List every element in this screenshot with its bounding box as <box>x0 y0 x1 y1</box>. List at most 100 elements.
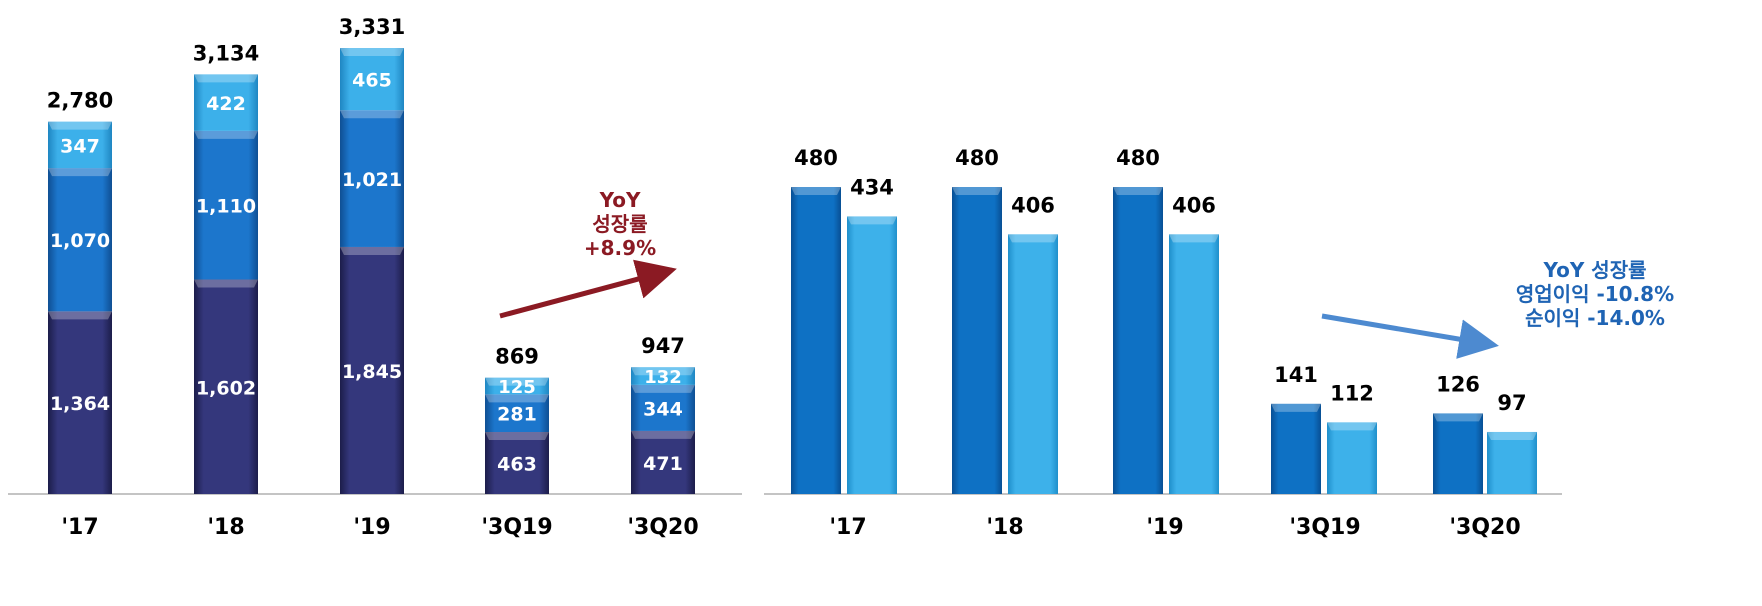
grouped-bar-bevel <box>952 187 1002 195</box>
stack-segment-bevel <box>48 168 112 177</box>
grouped-bar <box>1433 413 1483 494</box>
left-annotation-line: +8.9% <box>583 236 657 260</box>
bar-value-label: 112 <box>1330 381 1374 405</box>
segment-value-label: 1,021 <box>342 169 402 191</box>
stack-segment-bevel <box>48 311 112 320</box>
segment-value-label: 471 <box>643 453 683 475</box>
grouped-bar-bevel <box>791 187 841 195</box>
x-tick-label: '17 <box>61 515 98 540</box>
left-annotation-line: 성장률 <box>592 212 648 236</box>
segment-value-label: 1,845 <box>342 361 402 383</box>
segment-value-label: 125 <box>498 377 536 398</box>
grouped-bar <box>952 187 1002 494</box>
x-tick-label: '19 <box>353 515 390 540</box>
left-stacked-bar-chart: 1,364 1,070 347 2,780 '17 1,602 1,110 422 3,134 '… <box>8 15 742 540</box>
grouped-bar <box>1008 234 1058 494</box>
grouped-bar-bevel <box>1433 413 1483 422</box>
segment-value-label: 281 <box>497 404 537 426</box>
right-grouped-bar-chart: 480 434 '17 480 406 '18 480 406 '19 141 112 '3Q19 12… <box>764 146 1562 540</box>
bar-value-label: 406 <box>1011 193 1055 217</box>
stack-segment <box>48 121 112 169</box>
stack-segment-bevel <box>48 121 112 130</box>
segment-value-label: 1,602 <box>196 377 256 399</box>
x-tick-label: '19 <box>1146 515 1183 540</box>
bar-value-label: 141 <box>1274 363 1318 387</box>
stack-segment-bevel <box>340 48 404 56</box>
stack-segment-bevel <box>485 394 549 403</box>
stack-segment-bevel <box>631 384 695 393</box>
segment-value-label: 465 <box>352 70 392 92</box>
bar-value-label: 406 <box>1172 193 1216 217</box>
right-annotation-line: 순이익 -14.0% <box>1525 306 1665 330</box>
stack-segment <box>194 74 258 131</box>
total-value-label: 947 <box>641 334 685 358</box>
stack-segment-bevel <box>340 246 404 255</box>
stack-segment <box>485 432 549 494</box>
grouped-bar <box>791 187 841 494</box>
x-tick-label: '3Q20 <box>627 515 698 540</box>
segment-value-label: 132 <box>644 367 682 388</box>
stack-segment <box>631 367 695 385</box>
grouped-bar-bevel <box>1008 234 1058 243</box>
grouped-bar <box>1487 431 1537 494</box>
right-yoy-arrow <box>1321 313 1499 359</box>
x-tick-label: '18 <box>986 515 1023 540</box>
stack-segment <box>48 311 112 494</box>
bar-value-label: 434 <box>850 175 894 199</box>
segment-value-label: 344 <box>643 398 683 420</box>
stack-segment <box>340 48 404 111</box>
stack-segment-bevel <box>631 367 695 376</box>
grouped-bar <box>1169 234 1219 494</box>
grouped-bar-bevel <box>1487 431 1537 440</box>
stack-segment <box>631 430 695 494</box>
segment-value-label: 1,364 <box>50 393 110 415</box>
grouped-bar-bevel <box>1271 403 1321 412</box>
stack-segment <box>194 130 258 280</box>
grouped-bar-bevel <box>847 216 897 225</box>
total-value-label: 3,134 <box>193 41 259 65</box>
stack-segment <box>485 394 549 433</box>
segment-value-label: 347 <box>60 135 100 157</box>
stack-segment-bevel <box>194 130 258 139</box>
stack-segment <box>194 279 258 494</box>
grouped-bar <box>847 216 897 494</box>
stack-segment <box>340 246 404 494</box>
bar-value-label: 480 <box>955 146 999 170</box>
total-value-label: 3,331 <box>339 15 405 39</box>
bar-value-label: 480 <box>1116 146 1160 170</box>
stack-segment <box>631 384 695 431</box>
right-annotation-line: YoY 성장률 <box>1543 258 1647 282</box>
right-yoy-annotation: YoY 성장률 영업이익 -10.8% 순이익 -14.0% <box>1480 258 1710 330</box>
grouped-bar-bevel <box>1113 187 1163 195</box>
x-tick-label: '3Q19 <box>481 515 552 540</box>
x-tick-label: '18 <box>207 515 244 540</box>
stack-segment-bevel <box>485 377 549 386</box>
total-value-label: 869 <box>495 345 539 369</box>
stack-segment-bevel <box>194 279 258 288</box>
x-tick-label: '3Q19 <box>1289 515 1360 540</box>
left-yoy-annotation: YoY 성장률 +8.9% <box>560 188 680 260</box>
stack-segment <box>340 110 404 247</box>
grouped-bar-bevel <box>1327 422 1377 431</box>
stack-segment-bevel <box>340 110 404 119</box>
x-tick-label: '3Q20 <box>1449 515 1520 540</box>
bar-value-label: 97 <box>1497 391 1526 415</box>
bar-value-label: 126 <box>1436 372 1480 396</box>
stack-segment <box>48 168 112 312</box>
segment-value-label: 463 <box>497 454 537 476</box>
grouped-bar <box>1113 187 1163 494</box>
left-annotation-line: YoY <box>599 188 641 212</box>
stack-segment-bevel <box>485 432 549 441</box>
x-tick-label: '17 <box>829 515 866 540</box>
left-yoy-arrow <box>499 259 677 319</box>
segment-value-label: 422 <box>206 93 246 115</box>
bar-value-label: 480 <box>794 146 838 170</box>
grouped-bar-bevel <box>1169 234 1219 243</box>
right-annotation-line: 영업이익 -10.8% <box>1515 282 1675 306</box>
stack-segment-bevel <box>194 74 258 83</box>
grouped-bar <box>1327 422 1377 494</box>
segment-value-label: 1,110 <box>196 196 256 218</box>
grouped-bar <box>1271 403 1321 494</box>
stack-segment-bevel <box>631 430 695 439</box>
